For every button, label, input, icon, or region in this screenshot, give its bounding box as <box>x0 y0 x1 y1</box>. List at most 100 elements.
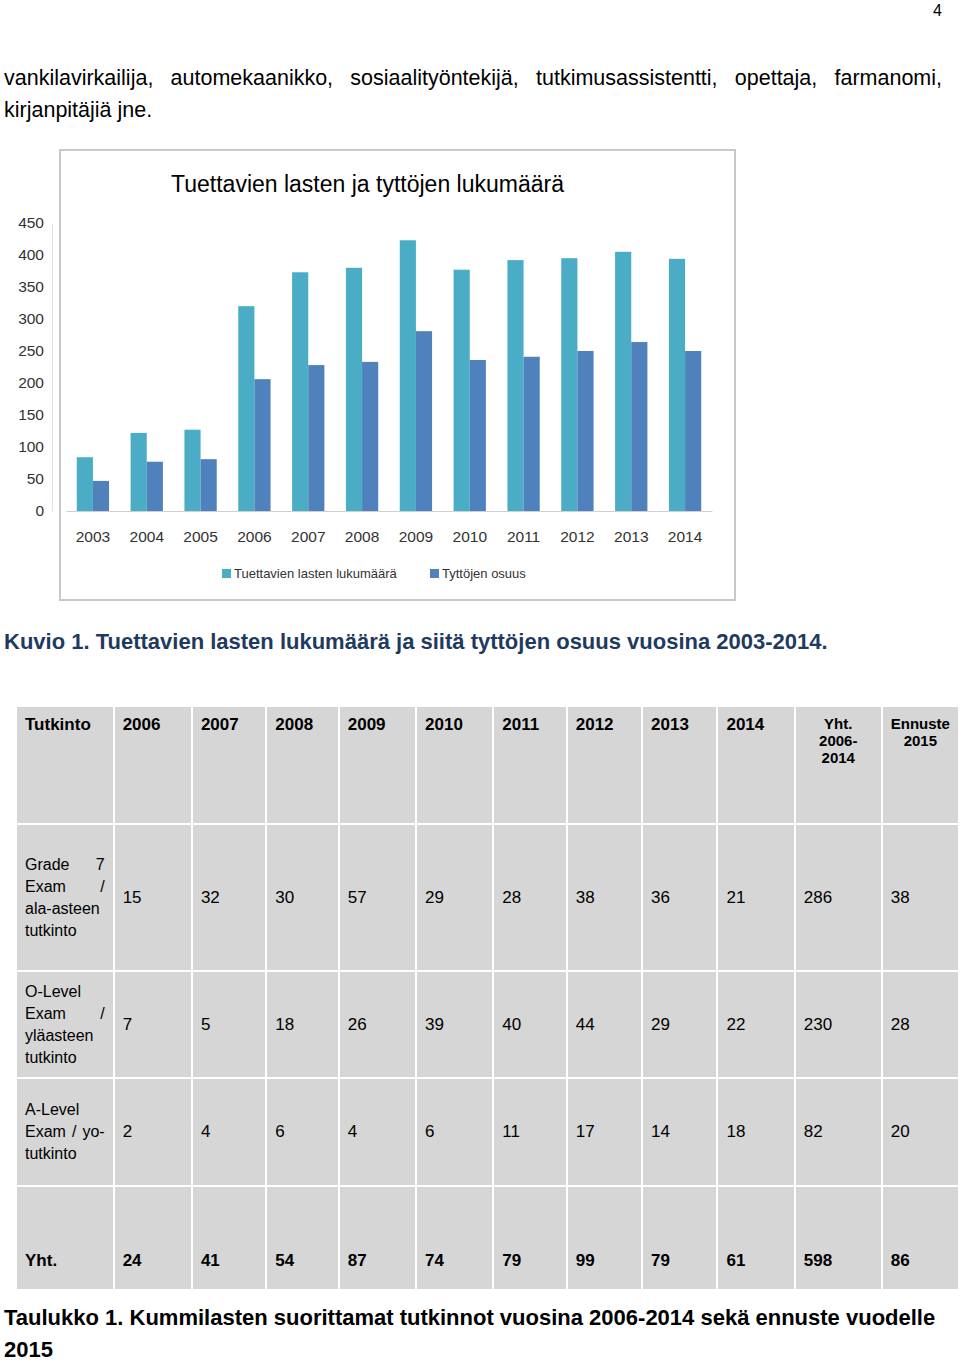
table-cell: 20 <box>882 1078 959 1186</box>
table-cell: 39 <box>416 971 493 1078</box>
legend: Tuettavien lasten lukumäärä Tyttöjen osuu… <box>222 566 526 581</box>
legend-label: Tuettavien lasten lukumäärä <box>234 566 398 581</box>
bar <box>507 260 523 511</box>
bar <box>561 258 577 511</box>
x-tick: 2014 <box>668 511 703 545</box>
table-cell: 87 <box>339 1186 416 1290</box>
table-cell: 18 <box>266 971 338 1078</box>
x-tick: 2013 <box>614 511 648 545</box>
table-cell: 79 <box>493 1186 566 1290</box>
table-cell: 30 <box>266 824 338 971</box>
y-tick: 50 <box>27 470 52 487</box>
table-row: Grade 7 Exam / ala-asteen tutkinto153230… <box>16 824 959 971</box>
table: Tutkinto20062007200820092010201120122013… <box>15 705 960 1291</box>
table-cell: 57 <box>339 824 416 971</box>
table-cell: 29 <box>416 824 493 971</box>
x-tick: 2010 <box>453 511 488 545</box>
table-cell: 11 <box>493 1078 566 1186</box>
table-cell: 17 <box>567 1078 642 1186</box>
y-tick: 350 <box>18 278 52 295</box>
page-number: 4 <box>933 2 942 20</box>
x-tick-label: 2007 <box>291 528 325 545</box>
bar <box>254 379 270 511</box>
header-cell: Tutkinto <box>16 706 114 824</box>
bar <box>631 342 647 511</box>
table-cell: 44 <box>567 971 642 1078</box>
table-cell: 26 <box>339 971 416 1078</box>
header-cell: 2013 <box>642 706 717 824</box>
bar <box>615 252 631 511</box>
x-tick-label: 2006 <box>237 528 271 545</box>
table-cell: 61 <box>717 1186 794 1290</box>
body-text: vankilavirkailija, automekaanikko, sosia… <box>4 62 942 126</box>
table-cell: 54 <box>266 1186 338 1290</box>
table-cell: 86 <box>882 1186 959 1290</box>
bar <box>292 272 308 511</box>
bar <box>93 481 109 511</box>
table-cell: 29 <box>642 971 717 1078</box>
row-label: O-Level Exam / yläasteen tutkinto <box>16 971 114 1078</box>
x-tick: 2012 <box>560 511 594 545</box>
y-tick-label: 450 <box>18 214 44 231</box>
bar <box>669 259 685 511</box>
table-header: Tutkinto20062007200820092010201120122013… <box>16 706 959 824</box>
bar <box>362 362 378 511</box>
bar <box>400 240 416 511</box>
y-tick: 200 <box>18 374 52 391</box>
bars <box>77 240 701 511</box>
table-cell: 598 <box>795 1186 882 1290</box>
chart: Tuettavien lasten ja tyttöjen lukumäärä0… <box>0 140 960 610</box>
header-cell: Ennuste 2015 <box>882 706 959 824</box>
table-cell: 4 <box>192 1078 266 1186</box>
legend-swatch <box>430 569 439 578</box>
y-tick: 0 <box>35 502 52 519</box>
table-cell: 40 <box>493 971 566 1078</box>
y-tick: 250 <box>18 342 52 359</box>
table-cell: 74 <box>416 1186 493 1290</box>
x-tick-label: 2010 <box>453 528 488 545</box>
table-cell: 38 <box>882 824 959 971</box>
x-tick-label: 2005 <box>183 528 217 545</box>
table-cell: 28 <box>882 971 959 1078</box>
table-total-row: Yht.24415487747999796159886 <box>16 1186 959 1290</box>
table-cell: 24 <box>114 1186 192 1290</box>
table-cell: 28 <box>493 824 566 971</box>
x-tick: 2008 <box>345 511 379 545</box>
bar <box>454 270 470 511</box>
y-tick-label: 100 <box>18 438 44 455</box>
x-tick: 2006 <box>237 511 271 545</box>
bar <box>77 457 93 511</box>
bar <box>147 462 163 511</box>
header-cell: Yht. 2006-2014 <box>795 706 882 824</box>
y-axis-line <box>52 224 53 512</box>
row-label: Grade 7 Exam / ala-asteen tutkinto <box>16 824 114 971</box>
table-cell: 36 <box>642 824 717 971</box>
x-axis-line <box>67 511 713 512</box>
y-tick-label: 150 <box>18 406 44 423</box>
table-cell: 18 <box>717 1078 794 1186</box>
x-tick: 2007 <box>291 511 325 545</box>
bar <box>131 433 147 511</box>
table-cell: 7 <box>114 971 192 1078</box>
table-cell: 79 <box>642 1186 717 1290</box>
table-cell: 6 <box>266 1078 338 1186</box>
y-tick: 100 <box>18 438 52 455</box>
legend-item: Tyttöjen osuus <box>430 566 526 581</box>
legend-swatch <box>222 569 231 578</box>
table-cell: 32 <box>192 824 266 971</box>
x-tick-label: 2013 <box>614 528 648 545</box>
x-tick-label: 2014 <box>668 528 703 545</box>
y-tick-label: 250 <box>18 342 44 359</box>
table-cell: 230 <box>795 971 882 1078</box>
bar <box>184 430 200 511</box>
x-tick-label: 2004 <box>130 528 165 545</box>
header-cell: 2014 <box>717 706 794 824</box>
y-tick-label: 50 <box>27 470 45 487</box>
legend-item: Tuettavien lasten lukumäärä <box>222 566 398 581</box>
bar <box>685 351 701 511</box>
x-tick: 2003 <box>76 511 110 545</box>
x-tick-label: 2012 <box>560 528 594 545</box>
header-cell: 2007 <box>192 706 266 824</box>
table-row: O-Level Exam / yläasteen tutkinto7518263… <box>16 971 959 1078</box>
y-tick: 450 <box>18 214 52 231</box>
